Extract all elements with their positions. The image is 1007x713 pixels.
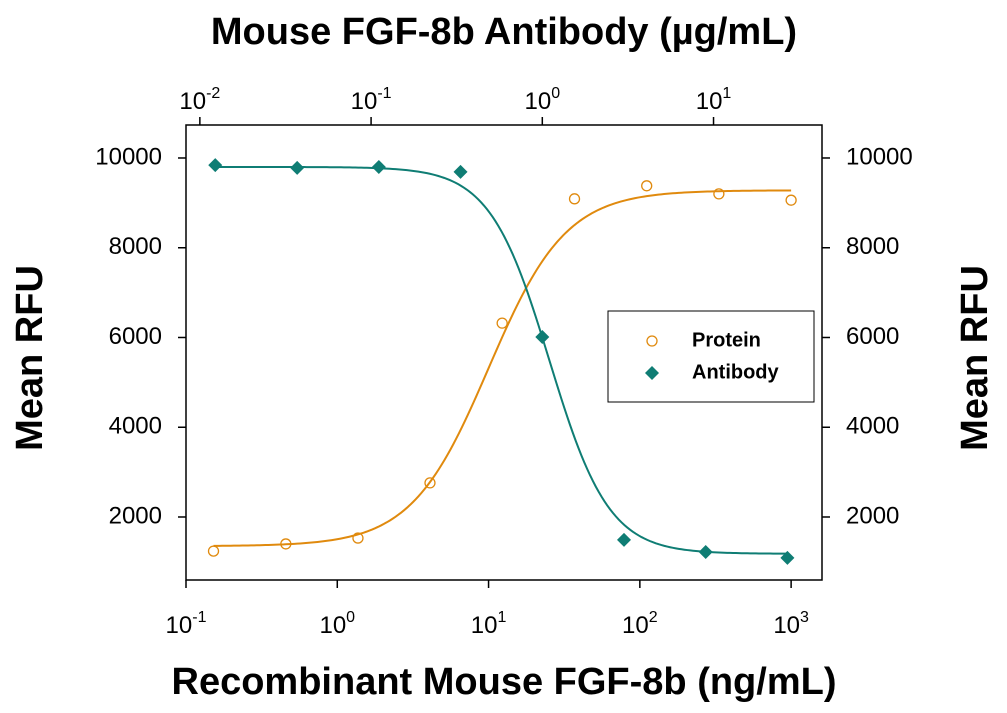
tick-base: 10	[351, 88, 378, 115]
diamond-marker	[208, 158, 223, 173]
circle-marker	[424, 477, 436, 489]
tick-base: 10	[166, 612, 193, 639]
diamond-marker	[371, 159, 386, 174]
circle-marker	[207, 545, 220, 557]
tick-exponent: 3	[800, 609, 809, 626]
tick-base: 10	[622, 612, 649, 639]
tick-exponent: -2	[206, 85, 220, 102]
y-tick-label: 4000	[109, 413, 162, 440]
x-tick-label: 10-1	[166, 609, 207, 639]
x-tick-label: 10-1	[351, 85, 392, 115]
tick-exponent: 0	[346, 609, 355, 626]
tick-exponent: 1	[722, 85, 731, 102]
y2-tick-label: 10000	[846, 143, 913, 170]
y-tick-label: 10000	[95, 143, 162, 170]
y2-tick-label: 8000	[846, 233, 899, 260]
y2-tick-label: 6000	[846, 323, 899, 350]
x-tick-label: 10-2	[179, 85, 220, 115]
x2-axis-title: Mouse FGF-8b Antibody (µg/mL)	[211, 11, 797, 53]
circle-marker	[641, 180, 653, 192]
tick-base: 10	[319, 612, 346, 639]
diamond-marker	[617, 532, 632, 547]
diamond-marker	[290, 160, 305, 175]
tick-exponent: -1	[377, 85, 391, 102]
tick-base: 10	[179, 88, 206, 115]
fit-curve	[215, 165, 788, 555]
circle-marker	[713, 188, 725, 200]
legend-label: Protein	[692, 329, 761, 351]
tick-exponent: -1	[192, 609, 206, 626]
y2-tick-label: 4000	[846, 413, 899, 440]
y-tick-label: 6000	[109, 323, 162, 350]
y2-axis-title: Mean RFU	[954, 265, 996, 451]
circle-marker	[280, 538, 292, 550]
x-tick-label: 101	[696, 85, 732, 115]
legend-box	[607, 310, 815, 403]
diamond-marker	[698, 544, 713, 559]
y-tick-label: 2000	[109, 502, 162, 529]
tick-exponent: 2	[649, 609, 658, 626]
tick-exponent: 0	[551, 85, 560, 102]
tick-base: 10	[773, 612, 800, 639]
diamond-marker	[453, 164, 468, 179]
tick-exponent: 1	[497, 609, 506, 626]
y-tick-label: 8000	[109, 233, 162, 260]
x-tick-label: 100	[525, 85, 561, 115]
legend-label: Antibody	[692, 361, 780, 383]
circle-marker	[646, 335, 658, 347]
circle-marker	[785, 194, 797, 206]
tick-base: 10	[696, 88, 723, 115]
circle-marker	[352, 532, 364, 544]
fit-curve	[213, 189, 792, 547]
plot-frame	[185, 124, 823, 581]
x-tick-label: 102	[622, 609, 658, 639]
circle-marker	[496, 317, 508, 329]
diamond-marker	[780, 550, 795, 565]
circle-marker	[568, 193, 581, 205]
tick-base: 10	[471, 612, 498, 639]
x-tick-label: 101	[471, 609, 507, 639]
x-tick-label: 100	[319, 609, 355, 639]
x-tick-label: 103	[773, 609, 809, 639]
y-axis-title: Mean RFU	[9, 265, 51, 451]
tick-base: 10	[525, 88, 552, 115]
diamond-marker	[535, 330, 550, 345]
y2-tick-label: 2000	[846, 502, 899, 529]
x-axis-title: Recombinant Mouse FGF-8b (ng/mL)	[172, 661, 837, 703]
diamond-marker	[645, 366, 659, 380]
